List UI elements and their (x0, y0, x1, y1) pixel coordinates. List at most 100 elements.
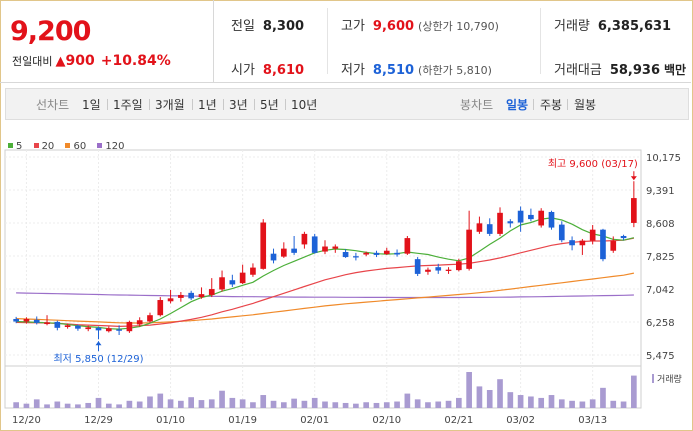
volume-bar (250, 402, 256, 408)
volume-bar (332, 402, 339, 408)
period-3y[interactable]: 3년 (229, 98, 248, 112)
period-1d[interactable]: 1일 (82, 98, 101, 112)
x-tick-label: 02/10 (372, 415, 401, 426)
period-3m[interactable]: 3개월 (155, 98, 185, 112)
volume-label: 거래량 (657, 373, 682, 385)
candle-body (507, 221, 514, 224)
divider (533, 99, 534, 110)
y-tick-label: 10,175 (646, 153, 681, 164)
change-amount: 900 (65, 53, 95, 69)
legend-swatch (97, 143, 103, 148)
period-1y[interactable]: 1년 (198, 98, 217, 112)
stock-summary: 9,200 전일대비 ▲900 +10.84% 전일 8,300 시가 8,610 고가… (0, 0, 691, 83)
volume-legend-swatch (652, 374, 654, 383)
candle-body (229, 280, 236, 285)
volume-bar (178, 400, 184, 408)
candle-body (486, 224, 493, 234)
high-annotation: 최고 9,600 (03/17) (548, 158, 638, 170)
candle-chart-tab[interactable]: 봉차트 (460, 98, 494, 112)
candle-body (167, 298, 174, 302)
legend-label: 120 (105, 141, 125, 152)
divider (540, 8, 541, 74)
legend-swatch (33, 143, 39, 148)
divider (285, 99, 286, 110)
candle-body (188, 292, 194, 299)
open-price: 시가 8,610 (231, 59, 304, 78)
volume-bar (23, 403, 30, 408)
candle-body (198, 294, 205, 298)
volume-bar (383, 402, 390, 408)
candle-body (456, 261, 462, 271)
divider (567, 99, 568, 110)
volume-bar (631, 375, 637, 408)
y-tick-label: 7,042 (646, 285, 675, 296)
legend-label: 5 (16, 141, 23, 152)
candle-body (363, 252, 370, 255)
candle-body (126, 321, 133, 332)
open-label: 시가 (231, 63, 255, 78)
y-tick-label: 7,825 (646, 252, 675, 263)
candle-body (157, 300, 164, 316)
volume-bar (425, 402, 431, 408)
volume-bar (64, 403, 71, 408)
x-tick-label: 01/19 (228, 415, 257, 426)
weekly-candle-tab[interactable]: 주봉 (540, 98, 563, 112)
change-percent: +10.84% (100, 53, 171, 69)
candle-body (610, 241, 617, 251)
volume-bar (414, 399, 421, 408)
divider (327, 8, 328, 74)
x-tick-label: 12/29 (84, 415, 113, 426)
candle-body (178, 294, 184, 298)
legend-label: 20 (41, 141, 55, 152)
candle-body (219, 277, 225, 290)
candle-body (291, 248, 297, 253)
low-arrow-head (95, 341, 102, 346)
high-price: 고가 9,600 (상한가 10,790) (341, 15, 499, 34)
candle-body (301, 233, 308, 245)
volume-bar (219, 390, 225, 408)
candle-body (558, 224, 565, 241)
x-tick-label: 03/13 (578, 415, 607, 426)
low-value: 8,510 (372, 63, 415, 78)
legend-swatch (8, 143, 13, 148)
candle-body (208, 289, 215, 295)
y-tick-label: 5,475 (646, 351, 675, 362)
daily-candle-tab[interactable]: 일봉 (506, 98, 529, 112)
volume-bar (528, 396, 534, 408)
amount-unit: 백만 (664, 63, 687, 77)
candle-body (147, 315, 153, 322)
price-box: 9,200 전일대비 ▲900 +10.84% (0, 0, 214, 82)
candle-body (95, 327, 102, 331)
candle-body (280, 248, 287, 257)
period-10y[interactable]: 10년 (291, 98, 318, 112)
legend-ma120: 120 (97, 141, 125, 152)
low-label: 저가 (341, 63, 365, 78)
divider (107, 99, 108, 110)
candle-body (435, 267, 442, 271)
volume-bar (589, 399, 596, 408)
candle-body (136, 320, 143, 325)
volume-label: 거래량 (554, 19, 590, 34)
plot-border (4, 149, 642, 409)
volume-bar (476, 386, 483, 408)
y-tick-label: 8,608 (646, 219, 675, 230)
change-label: 전일대비 (12, 55, 53, 68)
volume-bar (373, 402, 380, 408)
period-1w[interactable]: 1주일 (113, 98, 143, 112)
candle-body (270, 253, 277, 261)
candle-body (322, 246, 328, 252)
candle-body (311, 236, 318, 253)
up-arrow-icon: ▲ (55, 54, 66, 69)
monthly-candle-tab[interactable]: 월봉 (574, 98, 597, 112)
ma-legend: 5 20 60 120 (8, 141, 133, 152)
candle-body (383, 250, 390, 255)
line-chart-tab[interactable]: 선차트 (36, 98, 70, 112)
candle-body (600, 229, 606, 260)
volume-bar (486, 390, 493, 408)
candle-body (579, 240, 586, 246)
volume-bar (147, 396, 153, 408)
volume-bar (126, 400, 133, 408)
chart-toolbar: 선차트 1일 1주일 3개월 1년 3년 5년 10년 봉차트 일봉 주봉 월봉 (5, 88, 689, 120)
period-5y[interactable]: 5년 (260, 98, 279, 112)
